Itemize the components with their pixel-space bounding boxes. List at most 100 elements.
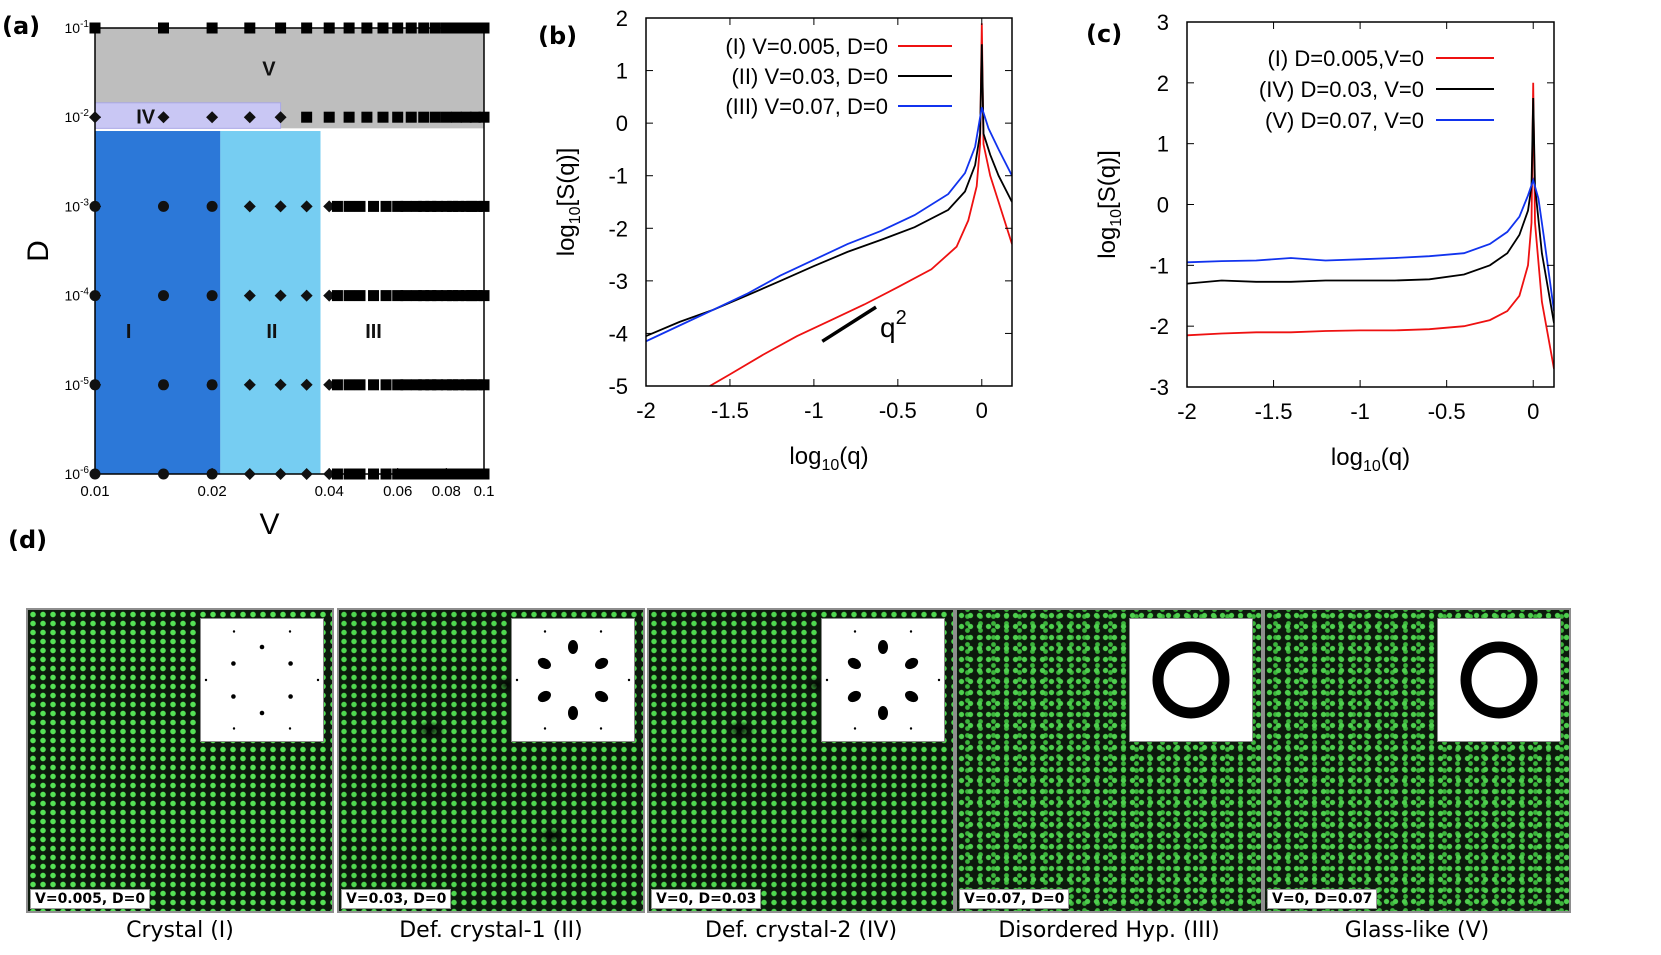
region-label-i: I bbox=[126, 321, 132, 343]
marker-phase-v bbox=[469, 22, 481, 34]
marker-phase-v bbox=[405, 22, 417, 34]
chart-c-x-tick-label: -0.5 bbox=[1428, 399, 1466, 424]
bragg-peak bbox=[595, 657, 609, 670]
marker-phase-i bbox=[206, 468, 218, 480]
marker-phase-i bbox=[157, 290, 169, 302]
bragg-peak-outer bbox=[515, 678, 519, 682]
bragg-peak-outer bbox=[937, 678, 941, 682]
structure-factor-d-chart: -2 -1.5 -1 -0.5 0 -3 -2 -1 0 1 2 3 log10(q) log10[S(q… bbox=[1094, 10, 1555, 475]
marker-phase-iii bbox=[447, 379, 459, 391]
structure-factor-v-chart: -2 -1.5 -1 -0.5 0 -5 -4 -3 -2 -1 0 1 2 log10(q) log10[… bbox=[553, 6, 1013, 474]
snapshot-parameter-tag: V=0, D=0.07 bbox=[1267, 889, 1378, 909]
snapshot-image-2: V=0.03, D=0 bbox=[337, 608, 645, 913]
x-axis-label: V bbox=[259, 508, 279, 541]
bragg-peak bbox=[878, 706, 888, 720]
marker-phase-iii bbox=[380, 200, 392, 212]
panel-label-c: (c) bbox=[1086, 20, 1123, 48]
y-tick-label: 10-3 bbox=[65, 197, 90, 214]
bragg-peak bbox=[259, 644, 265, 650]
marker-phase-ii bbox=[300, 200, 313, 213]
chart-b-x-axis-label: log10(q) bbox=[789, 443, 868, 474]
chart-b-y-tick-label: 0 bbox=[616, 111, 628, 136]
chart-c-y-tick-label: 2 bbox=[1157, 71, 1169, 96]
snapshot-parameter-tag: V=0.005, D=0 bbox=[30, 889, 151, 909]
marker-phase-iii bbox=[418, 290, 430, 302]
marker-phase-v bbox=[418, 22, 430, 34]
bragg-peak-outer bbox=[543, 727, 547, 730]
marker-phase-iii bbox=[453, 379, 465, 391]
chart-c-y-tick-label: -2 bbox=[1149, 314, 1169, 339]
marker-phase-v bbox=[392, 111, 404, 123]
diffraction-pattern bbox=[515, 630, 631, 730]
chart-b-y-tick-label: -4 bbox=[608, 321, 628, 346]
marker-phase-v bbox=[440, 22, 452, 34]
chart-b-y-axis-label: log10[S(q)] bbox=[553, 148, 584, 257]
bragg-peak-outer bbox=[204, 678, 208, 682]
bragg-peak bbox=[568, 706, 578, 720]
marker-phase-iii bbox=[400, 200, 412, 212]
marker-phase-iii bbox=[392, 290, 404, 302]
marker-phase-v bbox=[361, 22, 373, 34]
marker-phase-v bbox=[206, 22, 218, 34]
diffraction-pattern bbox=[1152, 641, 1230, 719]
marker-phase-iii bbox=[354, 200, 366, 212]
bragg-peak bbox=[905, 690, 919, 703]
snapshot-image-4: V=0.07, D=0 bbox=[955, 608, 1263, 913]
marker-phase-v bbox=[89, 22, 101, 34]
bragg-peak-outer bbox=[599, 630, 603, 633]
marker-phase-v bbox=[460, 111, 472, 123]
marker-phase-v bbox=[429, 111, 441, 123]
snapshot-caption: Def. crystal-2 (IV) bbox=[704, 918, 898, 943]
region-label-iv: IV bbox=[136, 106, 156, 128]
bragg-peak bbox=[878, 640, 888, 654]
marker-phase-iii bbox=[440, 468, 452, 480]
marker-phase-iii bbox=[368, 468, 380, 480]
marker-phase-iii bbox=[453, 468, 465, 480]
marker-phase-iii bbox=[368, 379, 380, 391]
chart-b-x-tick-label: -1.5 bbox=[711, 398, 749, 423]
chart-c-y-tick-label: 3 bbox=[1157, 10, 1169, 35]
marker-phase-iii bbox=[410, 290, 422, 302]
marker-phase-iii bbox=[447, 200, 459, 212]
marker-phase-ii bbox=[274, 289, 287, 302]
chart-c-y-tick-label: -1 bbox=[1149, 253, 1169, 278]
marker-phase-iii bbox=[380, 290, 392, 302]
panel-label-b: (b) bbox=[538, 22, 578, 50]
chart-b-series-line-1 bbox=[709, 23, 1012, 386]
marker-phase-iii bbox=[471, 200, 483, 212]
panel-label-a: (a) bbox=[2, 12, 41, 40]
region-i bbox=[95, 131, 221, 474]
bragg-peak bbox=[288, 661, 293, 666]
region-label-v: V bbox=[262, 59, 276, 81]
marker-phase-v bbox=[469, 111, 481, 123]
marker-phase-ii bbox=[243, 468, 256, 480]
chart-c-x-tick-label: 0 bbox=[1527, 399, 1539, 424]
marker-phase-iii bbox=[400, 468, 412, 480]
diffraction-pattern bbox=[1460, 641, 1538, 719]
marker-phase-v bbox=[451, 111, 463, 123]
marker-phase-v bbox=[323, 111, 335, 123]
marker-phase-iii bbox=[478, 379, 490, 391]
marker-phase-iii bbox=[478, 468, 490, 480]
chart-b-y-tick-label: 1 bbox=[616, 59, 628, 84]
marker-phase-iii bbox=[343, 200, 355, 212]
panel-label-d: (d) bbox=[8, 526, 48, 554]
marker-phase-v bbox=[460, 22, 472, 34]
marker-phase-iii bbox=[425, 468, 437, 480]
marker-phase-iii bbox=[432, 200, 444, 212]
diffraction-inset bbox=[1437, 618, 1561, 742]
marker-phase-iii bbox=[343, 468, 355, 480]
snapshot-image-1: V=0.005, D=0 bbox=[26, 608, 334, 913]
marker-phase-iii bbox=[460, 379, 472, 391]
chart-c-x-tick-label: -1.5 bbox=[1255, 399, 1293, 424]
marker-phase-iii bbox=[432, 379, 444, 391]
y-tick-label: 10-2 bbox=[65, 108, 90, 125]
marker-phase-iii bbox=[380, 468, 392, 480]
q2-slope-line bbox=[821, 305, 877, 343]
marker-phase-iii bbox=[418, 379, 430, 391]
marker-phase-iii bbox=[418, 200, 430, 212]
x-tick-label: 0.1 bbox=[474, 483, 495, 500]
marker-phase-v bbox=[405, 111, 417, 123]
marker-phase-iii bbox=[432, 468, 444, 480]
region-ii bbox=[220, 131, 321, 474]
